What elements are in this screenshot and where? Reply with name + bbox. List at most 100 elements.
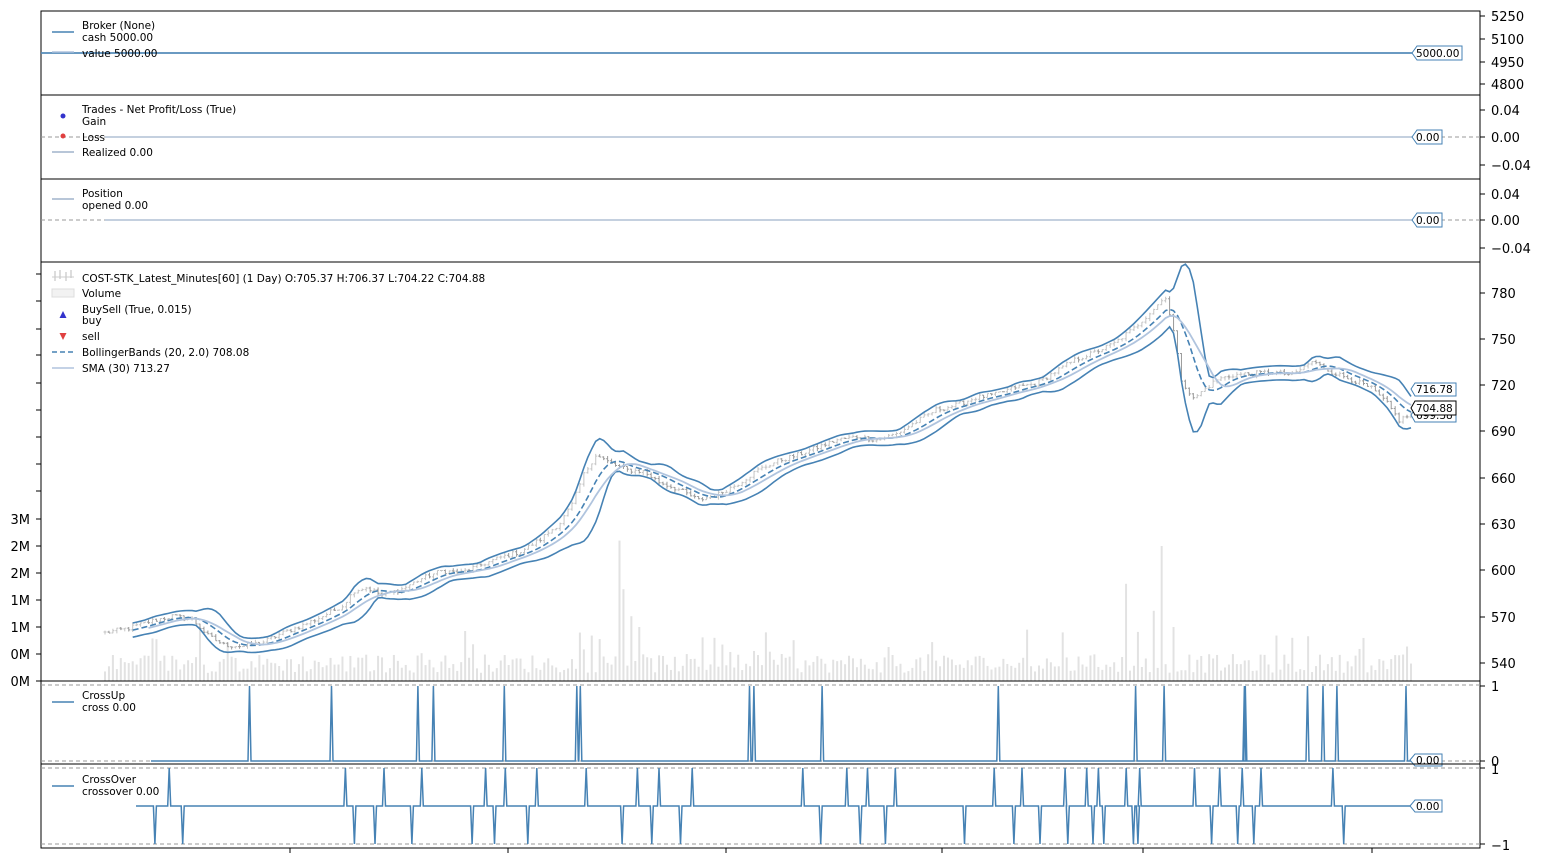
volume-bar <box>448 668 450 681</box>
volume-bar <box>175 660 177 681</box>
volume-bar <box>1002 659 1004 681</box>
volume-bar <box>365 655 367 681</box>
broker-y-tick-label: 5250 <box>1491 10 1524 25</box>
volume-bar <box>1006 664 1008 681</box>
volume-bar <box>155 639 157 681</box>
volume-bar <box>223 659 225 681</box>
volume-bar <box>187 660 189 681</box>
volume-bar <box>1046 658 1048 681</box>
volume-bar <box>872 669 874 681</box>
trades-legend-loss: Loss <box>82 132 105 144</box>
volume-bar <box>1188 655 1190 681</box>
volume-y-tick-label: 2M <box>11 540 31 555</box>
price-y-tick-label: 690 <box>1491 425 1516 440</box>
volume-bar <box>282 671 284 681</box>
volume-bar <box>935 661 937 681</box>
volume-bar <box>1275 636 1277 681</box>
volume-bar <box>650 658 652 681</box>
price-value-tags: 716.78 699.38 704.88 <box>1411 383 1456 422</box>
volume-bar <box>369 671 371 681</box>
volume-bar <box>955 665 957 681</box>
volume-bar <box>373 670 375 681</box>
price-legend-sell: sell <box>82 331 100 343</box>
volume-bar <box>654 672 656 681</box>
volume-bar <box>298 664 300 681</box>
volume-bar <box>753 651 755 681</box>
volume-bar <box>1018 663 1020 681</box>
position-y-tick-label: −0.04 <box>1491 242 1531 257</box>
volume-bar <box>844 664 846 681</box>
volume-bar <box>1212 658 1214 681</box>
trades-y-tick-label: −0.04 <box>1491 159 1531 174</box>
volume-bar <box>357 658 359 681</box>
volume-bar <box>638 627 640 681</box>
trades-value-tag: 0.00 <box>1412 130 1442 144</box>
volume-bar <box>963 668 965 681</box>
volume-bar <box>713 638 715 681</box>
volume-bar <box>1363 638 1365 681</box>
volume-bar <box>801 672 803 681</box>
volume-bar <box>207 673 209 681</box>
volume-bar <box>330 658 332 681</box>
volume-bar <box>377 656 379 681</box>
volume-bar <box>979 656 981 681</box>
volume-bar <box>341 657 343 681</box>
volume-bar <box>500 661 502 681</box>
volume-bar <box>789 657 791 681</box>
volume-bar <box>1042 669 1044 681</box>
position-value-tag: 0.00 <box>1412 213 1442 227</box>
volume-bar <box>1295 672 1297 681</box>
volume-bar <box>1177 671 1179 681</box>
volume-bar <box>1121 657 1123 681</box>
volume-bar <box>1137 632 1139 681</box>
volume-y-tick-label: 0M <box>11 648 31 663</box>
broker-legend-cash: cash 5000.00 <box>82 32 153 44</box>
crossup-y-tick-label: 1 <box>1491 680 1499 695</box>
volume-bar <box>1058 666 1060 681</box>
price-bar <box>998 392 1001 393</box>
volume-bar <box>618 541 620 681</box>
volume-bar <box>1133 666 1135 681</box>
volume-bar <box>543 662 545 681</box>
position-y-tick-label: 0.00 <box>1491 214 1520 229</box>
volume-bar <box>832 660 834 681</box>
volume-bar <box>294 672 296 681</box>
volume-bar <box>729 652 731 681</box>
volume-bar <box>1030 666 1032 681</box>
volume-bar <box>1240 664 1242 681</box>
volume-bar <box>337 665 339 681</box>
volume-bar <box>1291 638 1293 681</box>
volume-bar <box>136 665 138 681</box>
volume-bar <box>151 638 153 681</box>
volume-bar <box>971 665 973 681</box>
volume-bar <box>310 669 312 681</box>
volume-bar <box>104 671 106 681</box>
volume-bar <box>1347 661 1349 681</box>
volume-bar <box>1196 660 1198 681</box>
volume-bar <box>1335 671 1337 681</box>
volume-bar <box>884 657 886 681</box>
volume-bar <box>389 668 391 681</box>
volume-bar <box>702 637 704 681</box>
volume-bar <box>1386 669 1388 681</box>
volume-bar <box>1014 668 1016 681</box>
volume-bar <box>773 660 775 681</box>
volume-bar <box>512 659 514 681</box>
volume-bar <box>1307 636 1309 681</box>
volume-bar <box>1398 655 1400 681</box>
volume-bar <box>777 665 779 681</box>
broker-value-tag: 5000.00 <box>1412 46 1462 60</box>
volume-bar <box>1204 673 1206 681</box>
volume-bar <box>1299 669 1301 681</box>
volume-bar <box>876 662 878 681</box>
volume-bar <box>524 669 526 681</box>
volume-bar <box>159 661 161 681</box>
volume-bar <box>1034 671 1036 681</box>
volume-bar <box>951 659 953 681</box>
volume-bar <box>1129 671 1131 681</box>
volume-bar <box>171 656 173 681</box>
volume-bar <box>615 656 617 681</box>
volume-bar <box>1382 661 1384 681</box>
volume-bar <box>880 672 882 681</box>
volume-bar <box>698 667 700 681</box>
